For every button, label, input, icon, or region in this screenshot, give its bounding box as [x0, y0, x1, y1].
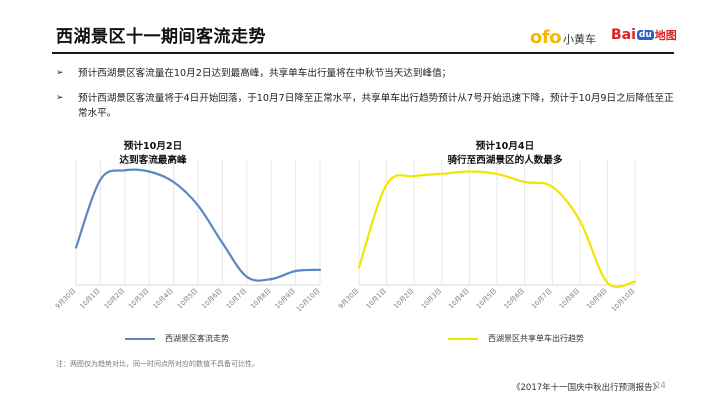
- arrow-bullet-icon: ➢: [56, 93, 64, 103]
- page-title: 西湖景区十一期间客流走势: [56, 27, 266, 47]
- right-chart-title-line1: 预计10月4日: [475, 141, 535, 152]
- baidu-map-logo: Bai du 地图: [611, 27, 677, 43]
- x-tick-label: 10月2日: [392, 287, 416, 311]
- legend-label: 西湖景区共享单车出行趋势: [488, 334, 584, 343]
- bullet-text: 预计西湖景区客流量在10月2日达到最高峰，共享单车出行量将在中秋节当天达到峰值；: [78, 68, 452, 79]
- left-chart-title-line1: 预计10月2日: [123, 141, 183, 152]
- legend-swatch: [125, 337, 155, 340]
- x-tick-label: 10月5日: [176, 287, 200, 311]
- x-tick-label: 10月10日: [610, 287, 637, 314]
- ofo-logo: ofo: [530, 27, 562, 48]
- x-tick-label: 10月3日: [420, 287, 444, 311]
- footnote: 注：两图仅为趋势对比，同一时间点所对应的数值不具备可比性。: [56, 360, 259, 368]
- arrow-bullet-icon: ➢: [56, 68, 64, 78]
- bullet-list: ➢ 预计西湖景区客流量在10月2日达到最高峰，共享单车出行量将在中秋节当天达到峰…: [56, 66, 676, 131]
- x-tick-label: 10月1日: [78, 287, 102, 311]
- bullet-item: ➢ 预计西湖景区客流量将于4日开始回落，于10月7日降至正常水平，共享单车出行趋…: [56, 91, 676, 121]
- x-tick-label: 9月30日: [337, 287, 361, 311]
- bullet-item: ➢ 预计西湖景区客流量在10月2日达到最高峰，共享单车出行量将在中秋节当天达到峰…: [56, 66, 676, 81]
- legend-swatch: [448, 337, 478, 340]
- baidu-logo-text: Bai: [611, 27, 636, 43]
- x-tick-label: 10月4日: [447, 287, 471, 311]
- right-chart-legend: 西湖景区共享单车出行趋势: [448, 333, 584, 344]
- bullet-text: 预计西湖景区客流量将于4日开始回落，于10月7日降至正常水平，共享单车出行趋势预…: [78, 93, 674, 119]
- x-tick-label: 9月30日: [54, 287, 78, 311]
- page-number: 24: [655, 381, 666, 391]
- baidu-paw-icon: du: [636, 30, 654, 40]
- x-tick-label: 10月7日: [225, 287, 249, 311]
- left-chart-title-line2: 达到客流最高峰: [119, 155, 187, 166]
- x-tick-label: 10月6日: [502, 287, 526, 311]
- x-tick-label: 10月5日: [475, 287, 499, 311]
- title-divider: [52, 52, 674, 54]
- x-tick-label: 10月10日: [295, 287, 322, 314]
- baidu-map-label: 地图: [654, 29, 677, 42]
- x-tick-label: 10月4日: [151, 287, 175, 311]
- left-chart-legend: 西湖景区客流走势: [125, 333, 229, 344]
- x-tick-label: 10月3日: [127, 287, 151, 311]
- x-tick-label: 10月1日: [364, 287, 388, 311]
- ofo-logo-subtitle: 小黄车: [563, 33, 596, 46]
- series-line: [74, 168, 322, 282]
- x-tick-label: 10月8日: [558, 287, 582, 311]
- x-tick-label: 10月9日: [585, 287, 609, 311]
- right-chart-title-line2: 骑行至西湖景区的人数最多: [447, 155, 563, 166]
- right-chart-title: 预计10月4日 骑行至西湖景区的人数最多: [420, 140, 590, 168]
- left-chart-title: 预计10月2日 达到客流最高峰: [78, 140, 228, 168]
- x-tick-label: 10月6日: [200, 287, 224, 311]
- series-line: [357, 170, 637, 288]
- x-tick-label: 10月9日: [273, 287, 297, 311]
- legend-label: 西湖景区客流走势: [165, 334, 229, 343]
- x-tick-label: 10月7日: [530, 287, 554, 311]
- report-title: 《2017年十一国庆中秋出行预测报告》: [512, 383, 662, 393]
- x-tick-label: 10月2日: [103, 287, 127, 311]
- x-tick-label: 10月8日: [249, 287, 273, 311]
